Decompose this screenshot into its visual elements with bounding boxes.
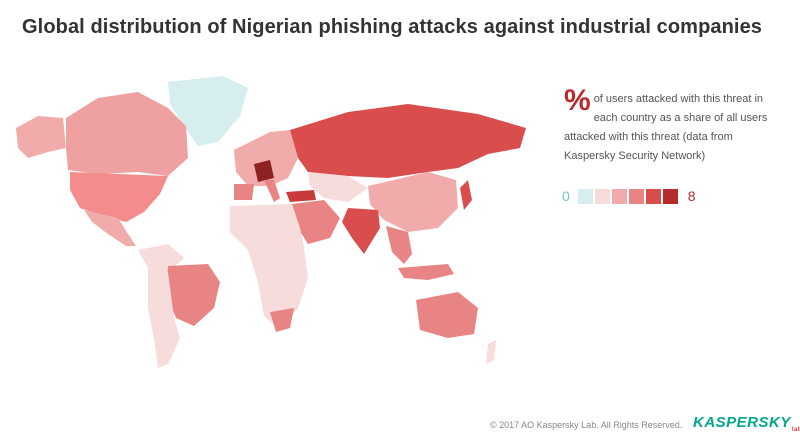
region-japan[interactable] [460, 180, 472, 210]
scale-min-label: 0 [562, 188, 570, 204]
region-china[interactable] [368, 172, 458, 232]
color-scale: 0 8 [562, 188, 696, 204]
copyright-text: © 2017 AO Kaspersky Lab. All Rights Rese… [490, 420, 683, 430]
region-brazil[interactable] [166, 264, 220, 326]
map-title: Global distribution of Nigerian phishing… [22, 16, 763, 38]
region-indonesia[interactable] [398, 264, 454, 280]
region-europe[interactable] [234, 130, 298, 186]
region-central-asia[interactable] [308, 172, 368, 202]
world-map [16, 76, 526, 368]
region-australia[interactable] [416, 292, 478, 338]
region-turkey[interactable] [286, 190, 316, 202]
legend-description: of users attacked with this threat in ea… [564, 93, 768, 162]
logo-sub: lab [791, 427, 800, 433]
region-middle-east[interactable] [292, 200, 340, 244]
region-mexico[interactable] [84, 210, 136, 246]
region-north-south-america[interactable] [138, 244, 184, 272]
region-south-africa[interactable] [270, 308, 294, 332]
region-russia[interactable] [290, 104, 526, 178]
scale-swatch-5 [645, 188, 661, 204]
region-new-zealand[interactable] [486, 340, 496, 364]
region-india[interactable] [342, 208, 380, 254]
region-north-africa[interactable] [230, 204, 304, 254]
scale-swatch-4 [628, 188, 644, 204]
legend-description-block: % of users attacked with this threat in … [564, 84, 774, 166]
logo-text: KASPERSKY [693, 414, 791, 431]
percent-symbol: % [564, 84, 591, 117]
region-canada[interactable] [66, 92, 188, 176]
region-spain[interactable] [234, 184, 254, 200]
region-alaska[interactable] [16, 116, 66, 158]
region-southeast-asia[interactable] [386, 226, 412, 264]
region-italy[interactable] [264, 180, 280, 202]
region-greenland[interactable] [168, 76, 248, 146]
region-germany[interactable] [254, 160, 274, 182]
scale-swatch-1 [577, 188, 593, 204]
region-south-america-south[interactable] [148, 268, 180, 368]
scale-swatch-6 [662, 188, 678, 204]
scale-swatch-2 [594, 188, 610, 204]
kaspersky-logo: KASPERSKYlab [693, 414, 800, 433]
scale-max-label: 8 [687, 188, 696, 204]
scale-swatch-3 [611, 188, 627, 204]
region-usa[interactable] [70, 172, 168, 222]
